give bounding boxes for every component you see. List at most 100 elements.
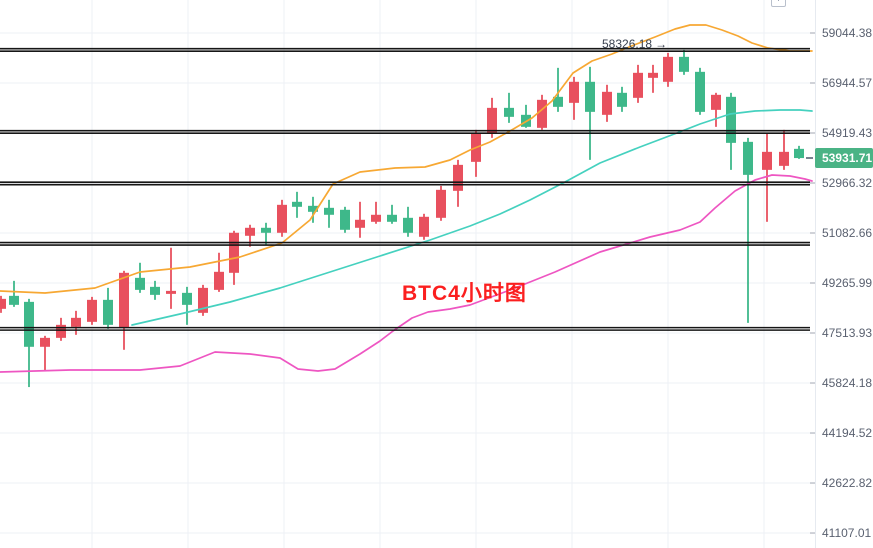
candle[interactable] bbox=[87, 296, 97, 325]
candle-body bbox=[355, 219, 365, 228]
price-tick-label: 51082.66 bbox=[822, 226, 873, 240]
candle-body bbox=[779, 151, 789, 166]
candle[interactable] bbox=[794, 145, 804, 159]
candle[interactable] bbox=[419, 213, 429, 240]
right-arrow-icon: → bbox=[655, 37, 668, 51]
candle[interactable] bbox=[71, 310, 81, 335]
candle[interactable] bbox=[182, 286, 192, 325]
candle[interactable] bbox=[387, 204, 397, 224]
candle-body bbox=[794, 148, 804, 159]
candle[interactable] bbox=[261, 222, 271, 245]
horizontal-level-line[interactable] bbox=[0, 129, 810, 134]
candle[interactable] bbox=[9, 280, 19, 307]
candle-body bbox=[245, 227, 255, 236]
candle[interactable] bbox=[119, 270, 129, 350]
horizontal-level-line[interactable] bbox=[0, 326, 810, 331]
price-tick-label: 52966.32 bbox=[822, 176, 873, 190]
price-tick-label: 56944.57 bbox=[822, 76, 873, 90]
candle-body bbox=[371, 214, 381, 222]
price-tick-label: 44194.52 bbox=[822, 426, 873, 441]
price-tick-label: 45824.18 bbox=[822, 376, 873, 390]
candle-body bbox=[166, 290, 176, 294]
candle-body bbox=[762, 151, 772, 170]
chart-title: BTC4小时图 bbox=[402, 282, 527, 305]
candle[interactable] bbox=[150, 280, 160, 300]
candle[interactable] bbox=[633, 64, 643, 103]
candle-body bbox=[277, 204, 287, 233]
horizontal-level-line[interactable] bbox=[0, 181, 810, 186]
candle[interactable] bbox=[214, 252, 224, 292]
ma-mid-line[interactable] bbox=[131, 109, 813, 326]
candle[interactable] bbox=[453, 159, 463, 207]
candle[interactable] bbox=[198, 284, 208, 316]
candle-body bbox=[87, 299, 97, 322]
candle[interactable] bbox=[569, 76, 579, 120]
last-price-tick bbox=[806, 157, 813, 160]
candle[interactable] bbox=[585, 66, 595, 160]
candle[interactable] bbox=[103, 287, 113, 329]
candle[interactable] bbox=[663, 52, 673, 87]
candle[interactable] bbox=[355, 201, 365, 238]
price-axis-separator bbox=[815, 0, 816, 548]
candle[interactable] bbox=[0, 295, 6, 313]
toolbar-icon[interactable]: + bbox=[771, 0, 786, 7]
candle[interactable] bbox=[292, 191, 302, 218]
candle-body bbox=[679, 56, 689, 72]
annotation-price-text: 58326.18 bbox=[602, 37, 653, 51]
candle-body bbox=[0, 298, 6, 309]
candle[interactable] bbox=[324, 199, 334, 228]
price-tick-label: 47513.93 bbox=[822, 326, 873, 340]
horizontal-level-line[interactable] bbox=[0, 241, 810, 246]
candle[interactable] bbox=[340, 206, 350, 233]
candle[interactable] bbox=[504, 92, 514, 123]
candle-body bbox=[261, 227, 271, 233]
candle-body bbox=[340, 209, 350, 230]
candle-body bbox=[182, 292, 192, 305]
candle[interactable] bbox=[436, 185, 446, 221]
candle[interactable] bbox=[617, 86, 627, 112]
candle[interactable] bbox=[779, 129, 789, 170]
last-price-label: 53931.71 bbox=[815, 148, 873, 169]
candle[interactable] bbox=[711, 92, 721, 127]
candle[interactable] bbox=[553, 67, 563, 112]
candle-body bbox=[695, 71, 705, 112]
ma-fast-line[interactable] bbox=[0, 24, 813, 294]
candle-body bbox=[214, 271, 224, 290]
candle[interactable] bbox=[24, 298, 34, 388]
candle[interactable] bbox=[602, 84, 612, 122]
candle-body bbox=[292, 201, 302, 207]
candle[interactable] bbox=[56, 317, 66, 341]
candle-body bbox=[585, 81, 595, 112]
candle[interactable] bbox=[371, 201, 381, 224]
candle[interactable] bbox=[695, 67, 705, 115]
candle[interactable] bbox=[537, 94, 547, 130]
candle-body bbox=[308, 205, 318, 212]
candle[interactable] bbox=[403, 206, 413, 237]
candle[interactable] bbox=[245, 224, 255, 247]
candle-body bbox=[403, 217, 413, 233]
candle[interactable] bbox=[308, 196, 318, 223]
candle[interactable] bbox=[679, 49, 689, 75]
candle-body bbox=[726, 96, 736, 143]
candle[interactable] bbox=[471, 129, 481, 177]
candle-body bbox=[135, 277, 145, 290]
candle[interactable] bbox=[648, 64, 658, 93]
horizontal-level-line[interactable] bbox=[0, 47, 810, 52]
candle[interactable] bbox=[40, 335, 50, 372]
candle[interactable] bbox=[166, 247, 176, 309]
candle-body bbox=[553, 96, 563, 107]
candle-body bbox=[453, 164, 463, 191]
candle-body bbox=[663, 56, 673, 82]
candle[interactable] bbox=[487, 97, 497, 138]
candle-body bbox=[150, 286, 160, 295]
candle[interactable] bbox=[277, 199, 287, 237]
price-tick-label: 54919.43 bbox=[822, 126, 873, 140]
candle-body bbox=[9, 295, 19, 305]
ma-slow-line[interactable] bbox=[0, 174, 813, 373]
candle[interactable] bbox=[135, 262, 145, 293]
candle[interactable] bbox=[743, 137, 753, 323]
candle-body bbox=[56, 324, 66, 338]
price-tick-label: 59044.38 bbox=[822, 26, 873, 40]
